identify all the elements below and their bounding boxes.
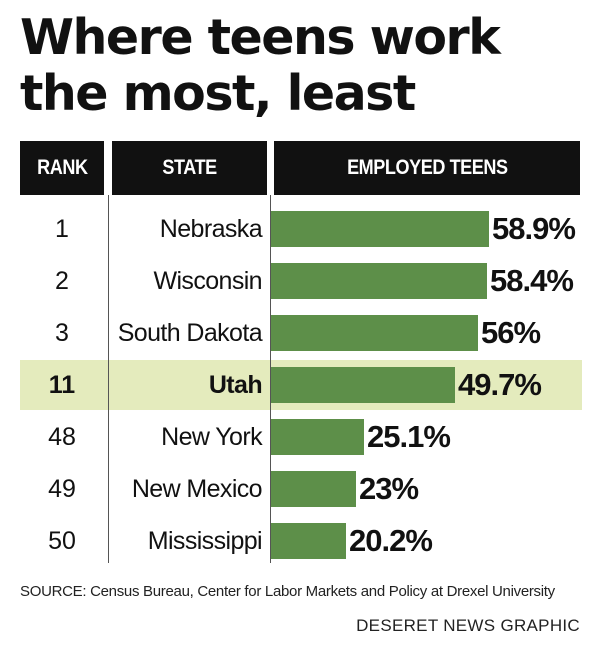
column-header-employed: EMPLOYED TEENS bbox=[274, 141, 580, 195]
bar-value-label: 23% bbox=[359, 471, 419, 506]
rank-cell: 48 bbox=[48, 423, 76, 451]
state-cell: Mississippi bbox=[147, 527, 263, 555]
column-header-state-label: STATE bbox=[162, 156, 217, 179]
bar-value-label: 58.9% bbox=[492, 211, 576, 246]
chart-title: Where teens work the most, least bbox=[20, 10, 590, 122]
title-line-1: Where teens work bbox=[20, 9, 501, 66]
bar-new-york bbox=[271, 419, 364, 455]
bar-value-label: 20.2% bbox=[349, 523, 433, 558]
bar-value-label: 49.7% bbox=[458, 367, 542, 402]
state-cell: South Dakota bbox=[117, 319, 263, 347]
rank-cell: 50 bbox=[48, 527, 76, 555]
title-line-2: the most, least bbox=[20, 65, 416, 122]
bar-new-mexico bbox=[271, 471, 356, 507]
bar-utah bbox=[271, 367, 455, 403]
column-divider bbox=[270, 195, 271, 563]
rank-cell: 1 bbox=[55, 215, 69, 243]
bar-value-label: 25.1% bbox=[367, 419, 451, 454]
state-cell: Wisconsin bbox=[153, 267, 262, 295]
column-header-state: STATE bbox=[112, 141, 267, 195]
rank-cell: 3 bbox=[55, 319, 69, 347]
state-cell: New Mexico bbox=[131, 475, 263, 503]
state-cell: Utah bbox=[208, 371, 263, 399]
rank-cell: 11 bbox=[48, 371, 76, 399]
bar-value-label: 58.4% bbox=[490, 263, 574, 298]
bar-nebraska bbox=[271, 211, 489, 247]
source-note: SOURCE: Census Bureau, Center for Labor … bbox=[20, 583, 555, 600]
rank-cell: 2 bbox=[55, 267, 69, 295]
bar-value-label: 56% bbox=[481, 315, 541, 350]
state-cell: Nebraska bbox=[159, 215, 263, 243]
bar-wisconsin bbox=[271, 263, 487, 299]
bar-mississippi bbox=[271, 523, 346, 559]
column-header-rank: RANK bbox=[20, 141, 104, 195]
bar-south-dakota bbox=[271, 315, 478, 351]
rank-cell: 49 bbox=[48, 475, 76, 503]
state-cell: New York bbox=[161, 423, 262, 451]
column-divider bbox=[108, 195, 109, 563]
column-header-rank-label: RANK bbox=[36, 156, 88, 179]
column-header-employed-label: EMPLOYED TEENS bbox=[346, 156, 508, 179]
graphic-credit: DESERET NEWS GRAPHIC bbox=[356, 616, 580, 635]
